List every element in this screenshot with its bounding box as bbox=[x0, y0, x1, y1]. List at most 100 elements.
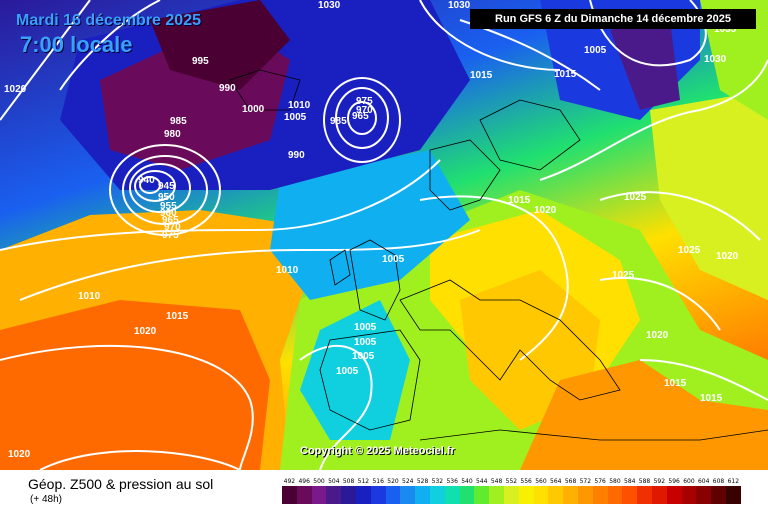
scale-swatch bbox=[296, 486, 312, 504]
scale-swatch bbox=[370, 486, 386, 504]
pressure-label: 970 bbox=[164, 222, 181, 233]
pressure-label: 945 bbox=[158, 181, 175, 192]
pressure-label: 965 bbox=[352, 111, 369, 122]
scale-swatch bbox=[282, 486, 297, 504]
scale-swatch bbox=[518, 486, 534, 504]
pressure-label: 1015 bbox=[664, 378, 687, 389]
scale-label: 524 bbox=[402, 478, 414, 485]
scale-cell: 568 bbox=[563, 477, 578, 504]
scale-cell: 544 bbox=[474, 477, 490, 504]
scale-cell: 548 bbox=[489, 477, 504, 504]
pressure-label: 1010 bbox=[276, 265, 299, 276]
iberia-cyan bbox=[300, 300, 410, 440]
pressure-label: 1005 bbox=[284, 112, 307, 123]
scale-label: 528 bbox=[416, 478, 429, 485]
pressure-label: 1015 bbox=[166, 311, 189, 322]
scale-cell: 596 bbox=[666, 477, 682, 504]
pressure-label: 1025 bbox=[612, 270, 635, 281]
scale-swatch bbox=[725, 486, 741, 504]
scale-swatch bbox=[429, 486, 445, 504]
scale-label: 512 bbox=[357, 478, 370, 485]
scale-swatch bbox=[607, 486, 623, 504]
pressure-label: 1020 bbox=[134, 326, 157, 337]
pressure-label: 975 bbox=[356, 96, 373, 107]
scale-swatch bbox=[341, 486, 356, 504]
scale-label: 580 bbox=[609, 478, 621, 485]
pressure-label: 1020 bbox=[716, 251, 739, 262]
scale-swatch bbox=[681, 486, 697, 504]
scale-swatch bbox=[711, 486, 726, 504]
pressure-label: 1015 bbox=[554, 69, 577, 80]
scale-label: 540 bbox=[461, 478, 473, 485]
scale-swatch bbox=[459, 486, 475, 504]
scale-cell: 552 bbox=[503, 477, 519, 504]
pressure-label: 990 bbox=[288, 150, 305, 161]
scale-swatch bbox=[489, 486, 504, 504]
model-run-label: Run GFS 6 Z du Dimanche 14 décembre 2025 bbox=[470, 9, 756, 29]
pressure-label: 1005 bbox=[382, 254, 405, 265]
scale-cell: 508 bbox=[341, 477, 356, 504]
scale-cell: 524 bbox=[400, 477, 416, 504]
scale-label: 556 bbox=[520, 478, 532, 485]
scale-swatch bbox=[503, 486, 519, 504]
scale-swatch bbox=[415, 486, 430, 504]
scale-cell: 580 bbox=[607, 477, 623, 504]
pressure-label: 995 bbox=[192, 56, 209, 67]
scale-swatch bbox=[355, 486, 371, 504]
scale-label: 496 bbox=[298, 478, 310, 485]
deep-low-core bbox=[150, 0, 290, 90]
forecast-date: Mardi 16 décembre 2025 bbox=[16, 12, 201, 29]
scale-cell: 532 bbox=[429, 477, 445, 504]
scale-cell: 504 bbox=[326, 477, 342, 504]
scale-swatch bbox=[444, 486, 460, 504]
pressure-label: 1020 bbox=[534, 205, 557, 216]
pressure-label: 980 bbox=[164, 129, 181, 140]
pressure-label: 985 bbox=[330, 116, 347, 127]
scale-cell: 584 bbox=[622, 477, 638, 504]
scale-label: 560 bbox=[535, 478, 547, 485]
hot-southwest-region bbox=[0, 300, 270, 470]
pressure-label: 965 bbox=[162, 215, 179, 226]
scale-label: 516 bbox=[372, 478, 384, 485]
scale-swatch bbox=[311, 486, 327, 504]
color-scale-legend: 492 496 500 504 508 512 516 520 524 528 532 536 540 5… bbox=[282, 477, 741, 504]
forecast-map: 1030 1020 995 990 1000 1005 1010 985 980… bbox=[0, 0, 768, 470]
pressure-label: 1025 bbox=[678, 245, 701, 256]
pressure-label: 1030 bbox=[448, 0, 471, 11]
pressure-label: 970 bbox=[356, 105, 373, 116]
pressure-label: 1030 bbox=[318, 0, 341, 11]
scale-cell: 540 bbox=[459, 477, 475, 504]
scale-label: 608 bbox=[712, 478, 725, 485]
pressure-label: 1010 bbox=[78, 291, 101, 302]
pressure-label: 1025 bbox=[624, 192, 647, 203]
pressure-label: 1020 bbox=[4, 84, 27, 95]
scale-label: 552 bbox=[505, 478, 518, 485]
pressure-label: 1005 bbox=[336, 366, 359, 377]
scale-swatch bbox=[622, 486, 638, 504]
scale-cell: 564 bbox=[548, 477, 564, 504]
scale-label: 532 bbox=[431, 478, 444, 485]
scale-swatch bbox=[696, 486, 712, 504]
scale-swatch bbox=[400, 486, 416, 504]
scale-cell: 528 bbox=[415, 477, 430, 504]
pressure-label: 1005 bbox=[354, 322, 377, 333]
east-yellow-region bbox=[650, 90, 768, 300]
scale-swatch bbox=[385, 486, 401, 504]
scale-cell: 600 bbox=[681, 477, 697, 504]
scale-cell: 536 bbox=[444, 477, 460, 504]
forecast-time: 7:00 locale bbox=[20, 32, 133, 57]
east-mediterranean-orange bbox=[520, 360, 768, 470]
scale-cell: 572 bbox=[577, 477, 593, 504]
scale-label: 572 bbox=[579, 478, 592, 485]
pressure-label: 940 bbox=[138, 175, 155, 186]
pressure-label: 1005 bbox=[354, 337, 377, 348]
pressure-label: 985 bbox=[170, 116, 187, 127]
scale-cell: 612 bbox=[725, 477, 741, 504]
forecast-lead-time: (+ 48h) bbox=[30, 494, 62, 505]
isobars bbox=[0, 0, 768, 470]
scale-swatch bbox=[474, 486, 490, 504]
copyright-label: Copyright © 2025 Meteociel.fr bbox=[300, 445, 455, 457]
pressure-label: 1020 bbox=[8, 449, 31, 460]
scale-label: 588 bbox=[638, 478, 651, 485]
